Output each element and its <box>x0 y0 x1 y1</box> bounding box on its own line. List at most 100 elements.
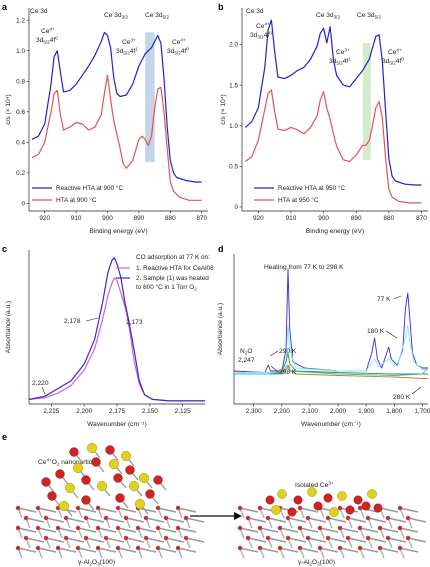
right-support-oxygen-atom <box>237 505 243 511</box>
c-x-tick-label: 2,225 <box>43 408 59 415</box>
right-support-bond <box>287 517 307 523</box>
left-support-oxygen-atom <box>163 535 169 541</box>
left-support-bond <box>97 547 117 553</box>
c-x-tick-label: 2,150 <box>142 408 158 415</box>
e-arrow-head <box>234 512 242 520</box>
c-legend-2-label-b: to 800 °C in 1 Torr O2 <box>136 283 197 292</box>
a-y-tick-label: 0.6 <box>16 109 25 116</box>
right-oxygen-atom <box>345 505 355 515</box>
a-x-tick-label: 900 <box>102 215 113 222</box>
right-cerium-atom <box>367 489 377 499</box>
left-support-bond <box>145 537 165 543</box>
d-label-180k-leader <box>385 330 398 339</box>
right-support-oxygen-atom <box>325 515 331 521</box>
right-support-oxygen-atom <box>305 515 311 521</box>
right-support-bond <box>239 547 259 553</box>
left-support-oxygen-atom <box>23 535 29 541</box>
c-x-tick-label: 2,175 <box>109 408 125 415</box>
d-x-tick-label: 1,900 <box>358 408 374 415</box>
right-cerium-atom <box>277 489 287 499</box>
left-support-oxygen-atom <box>23 515 29 521</box>
left-oxygen-atom <box>91 457 101 467</box>
panel-a-plot: 920 910 900 890 880 870 0 0.2 0.4 0.6 0.8 1.0 1.2 Bin… <box>5 8 208 235</box>
d-series-cyan-line <box>234 325 428 373</box>
right-support-bond <box>307 537 327 543</box>
left-support-oxygen-atom <box>175 505 181 511</box>
b-ce3d-label: Ce 3d <box>246 8 264 15</box>
a-x-tick-label: 910 <box>71 215 82 222</box>
c-series-purple-line <box>28 257 205 402</box>
right-support-oxygen-atom <box>277 545 283 551</box>
b-series-red-line <box>244 89 422 204</box>
panel-b-label: b <box>218 2 224 12</box>
right-support-bond <box>259 547 279 553</box>
b-ce4-right-label-1: Ce4+ <box>388 48 402 57</box>
c-y-axis-label: Absorbance (a.u.) <box>5 301 12 353</box>
right-support-oxygen-atom <box>337 505 343 511</box>
right-oxygen-atom <box>353 495 363 505</box>
d-x-axis-label: Wavenumber (cm⁻¹) <box>301 421 361 428</box>
right-support-oxygen-atom <box>365 535 371 541</box>
right-oxygen-atom <box>323 493 333 503</box>
left-support-oxygen-atom <box>75 545 81 551</box>
e-right-structure <box>237 487 427 559</box>
left-support-bond <box>117 507 137 513</box>
panel-c-label: c <box>2 244 7 254</box>
b-legend: Reactive HTA at 950 °C HTA at 950 °C <box>254 184 345 204</box>
a-y-tick-label: 1.2 <box>16 17 25 24</box>
left-cerium-atom <box>64 482 76 494</box>
right-support-oxygen-atom <box>365 515 371 521</box>
b-series-blue-line <box>244 19 422 186</box>
left-oxygen-atom <box>81 495 91 505</box>
left-support-bond <box>117 527 137 533</box>
left-support-bond <box>17 547 37 553</box>
left-support-bond <box>157 547 177 553</box>
left-support-bond <box>25 517 45 523</box>
left-support-bond <box>157 527 177 533</box>
right-support-oxygen-atom <box>317 525 323 531</box>
b-y-axis-label: c/s (× 10⁴) <box>220 94 227 125</box>
right-support-oxygen-atom <box>245 535 251 541</box>
left-oxygen-atom <box>55 469 65 479</box>
d-label-180k: 180 K <box>367 328 385 335</box>
right-support-bond <box>239 507 259 513</box>
panel-b-plot: 920 910 900 890 880 870 0 0.5 1.0 1.5 2.0 Binding e… <box>220 8 428 235</box>
a-ce3d52-label: Ce 3d5/2 <box>145 12 169 20</box>
right-support-bond <box>407 537 427 543</box>
right-support-oxygen-atom <box>297 505 303 511</box>
left-cerium-atom <box>108 458 120 470</box>
a-ce4-left-label-2: 3d5/24f0 <box>36 36 58 45</box>
left-support-oxygen-atom <box>35 525 41 531</box>
left-support-oxygen-atom <box>115 545 121 551</box>
c-legend-title: CO adsorption at 77 K on: <box>136 254 210 261</box>
right-cerium-atom <box>307 487 317 497</box>
left-support-bond <box>25 537 45 543</box>
b-x-tick-label: 900 <box>318 215 329 222</box>
c-legend-2-label-a: 2. Sample (1) was heated <box>136 275 209 282</box>
left-support-bond <box>125 517 145 523</box>
right-oxygen-atom <box>287 507 297 517</box>
panel-d-plot: 2,300 2,200 2,100 2,000 1,900 1,800 1,700 Waven… <box>217 254 430 428</box>
left-support-bond <box>165 517 185 523</box>
left-support-bond <box>145 517 165 523</box>
c-peak-2220-leader <box>41 386 46 395</box>
left-support-bond <box>177 527 197 533</box>
left-support-bond <box>177 507 197 513</box>
e-right-support-label: γ-Al2O3(100) <box>298 559 335 567</box>
left-support-bond <box>97 527 117 533</box>
a-series-red-line <box>31 74 202 201</box>
right-cerium-atom <box>271 505 281 515</box>
e-left-support-label: γ-Al2O3(100) <box>78 559 115 567</box>
left-support-oxygen-atom <box>115 505 121 511</box>
right-support-oxygen-atom <box>265 515 271 521</box>
panel-e: e Ce4+O2 nanoparticles Isolated Ce3+ γ-A… <box>2 432 427 567</box>
a-y-axis-label: c/s (× 10⁴) <box>5 94 12 125</box>
b-x-tick-label: 880 <box>384 215 395 222</box>
left-oxygen-atom <box>69 447 79 457</box>
left-support-bond <box>17 507 37 513</box>
c-x-axis-label: Wavenumber (cm⁻¹) <box>87 421 147 428</box>
a-y-tick-label: 0.2 <box>16 170 25 177</box>
left-support-bond <box>97 507 117 513</box>
right-support-bond <box>339 527 359 533</box>
left-cerium-atom <box>138 472 150 484</box>
